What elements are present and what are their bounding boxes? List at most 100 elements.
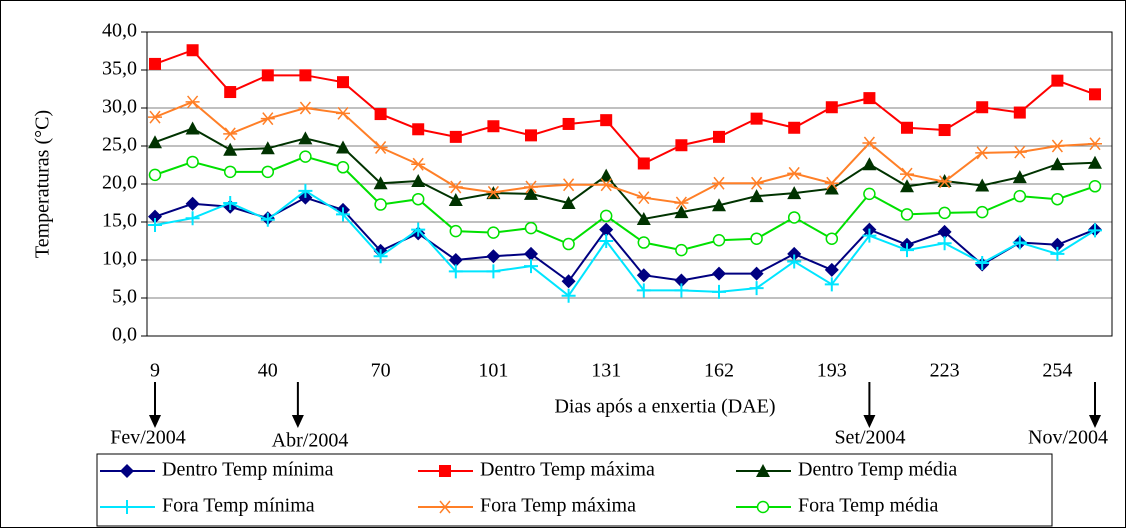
x-tick-label: 254 <box>1042 360 1072 382</box>
marker <box>825 101 838 114</box>
marker <box>824 176 839 190</box>
marker <box>787 211 801 224</box>
marker <box>787 254 802 269</box>
marker <box>148 135 162 149</box>
x-tick-label: 131 <box>591 360 621 382</box>
marker <box>674 205 689 219</box>
marker <box>712 233 726 247</box>
marker <box>186 155 199 169</box>
marker <box>120 500 134 514</box>
marker <box>975 146 990 160</box>
annotation: Fev/2004 <box>110 427 186 449</box>
marker <box>1050 237 1065 252</box>
y-tick-label: 10,0 <box>102 248 137 270</box>
series-line <box>154 155 1096 252</box>
marker <box>223 142 238 156</box>
marker <box>185 95 200 109</box>
series-line <box>154 189 1096 298</box>
arrow-head <box>1089 415 1101 428</box>
marker <box>525 129 537 142</box>
marker <box>524 259 538 274</box>
y-tick-label: 15,0 <box>102 210 137 232</box>
marker <box>299 150 312 163</box>
marker <box>636 268 651 283</box>
marker <box>260 112 275 126</box>
marker <box>599 168 614 182</box>
marker <box>1088 155 1102 169</box>
marker <box>524 246 538 261</box>
marker <box>524 221 538 235</box>
marker <box>561 196 576 209</box>
y-tick-label: 30,0 <box>102 96 137 118</box>
marker <box>524 186 538 200</box>
annotation: Abr/2004 <box>272 430 349 452</box>
marker <box>149 57 161 70</box>
marker <box>712 284 726 299</box>
marker <box>712 198 726 212</box>
marker <box>185 211 200 226</box>
legend-label: Dentro Temp mínima <box>162 459 334 481</box>
marker <box>750 232 763 245</box>
marker <box>411 222 426 237</box>
x-tick-label: 101 <box>478 360 508 382</box>
marker <box>900 167 914 181</box>
marker <box>1012 170 1027 184</box>
marker <box>636 211 651 225</box>
marker <box>675 139 688 152</box>
marker <box>524 180 538 194</box>
marker <box>713 130 725 143</box>
marker <box>976 101 989 114</box>
marker <box>120 464 134 478</box>
marker <box>788 121 801 134</box>
marker <box>749 189 764 203</box>
arrow-head <box>149 415 161 428</box>
marker <box>373 249 388 264</box>
legend-label: Fora Temp média <box>798 495 939 517</box>
legend-label: Fora Temp mínima <box>162 495 315 517</box>
marker <box>1013 189 1027 203</box>
marker <box>1050 157 1065 171</box>
marker <box>336 140 350 154</box>
marker <box>599 222 614 237</box>
marker <box>373 176 388 190</box>
marker <box>298 183 313 198</box>
marker <box>448 192 463 206</box>
marker <box>486 185 501 199</box>
series-line <box>154 100 1096 205</box>
marker <box>561 288 576 303</box>
marker <box>749 281 764 296</box>
marker <box>674 283 689 298</box>
marker <box>637 236 651 249</box>
marker <box>862 228 877 243</box>
marker <box>449 224 463 238</box>
marker <box>901 121 913 134</box>
marker <box>448 253 463 267</box>
marker <box>599 209 613 223</box>
marker <box>411 173 426 187</box>
y-tick-label: 25,0 <box>102 134 137 156</box>
marker <box>260 141 275 155</box>
marker <box>975 256 990 271</box>
marker <box>224 86 237 99</box>
marker <box>1012 235 1027 250</box>
series-line <box>154 49 1096 165</box>
y-tick-label: 20,0 <box>102 172 137 194</box>
y-tick-label: 35,0 <box>102 58 137 80</box>
marker <box>1050 139 1065 153</box>
x-tick-label: 70 <box>371 360 391 382</box>
x-tick-label: 223 <box>930 360 960 382</box>
marker <box>674 196 689 210</box>
marker <box>824 277 839 292</box>
marker <box>712 176 726 190</box>
arrow-head <box>863 415 876 428</box>
x-tick-label: 193 <box>817 360 847 382</box>
marker <box>486 264 501 279</box>
marker <box>1088 223 1102 238</box>
marker <box>1051 192 1064 206</box>
y-tick-label: 0,0 <box>112 324 137 346</box>
marker <box>787 166 802 180</box>
marker <box>749 176 764 190</box>
marker <box>298 131 313 145</box>
